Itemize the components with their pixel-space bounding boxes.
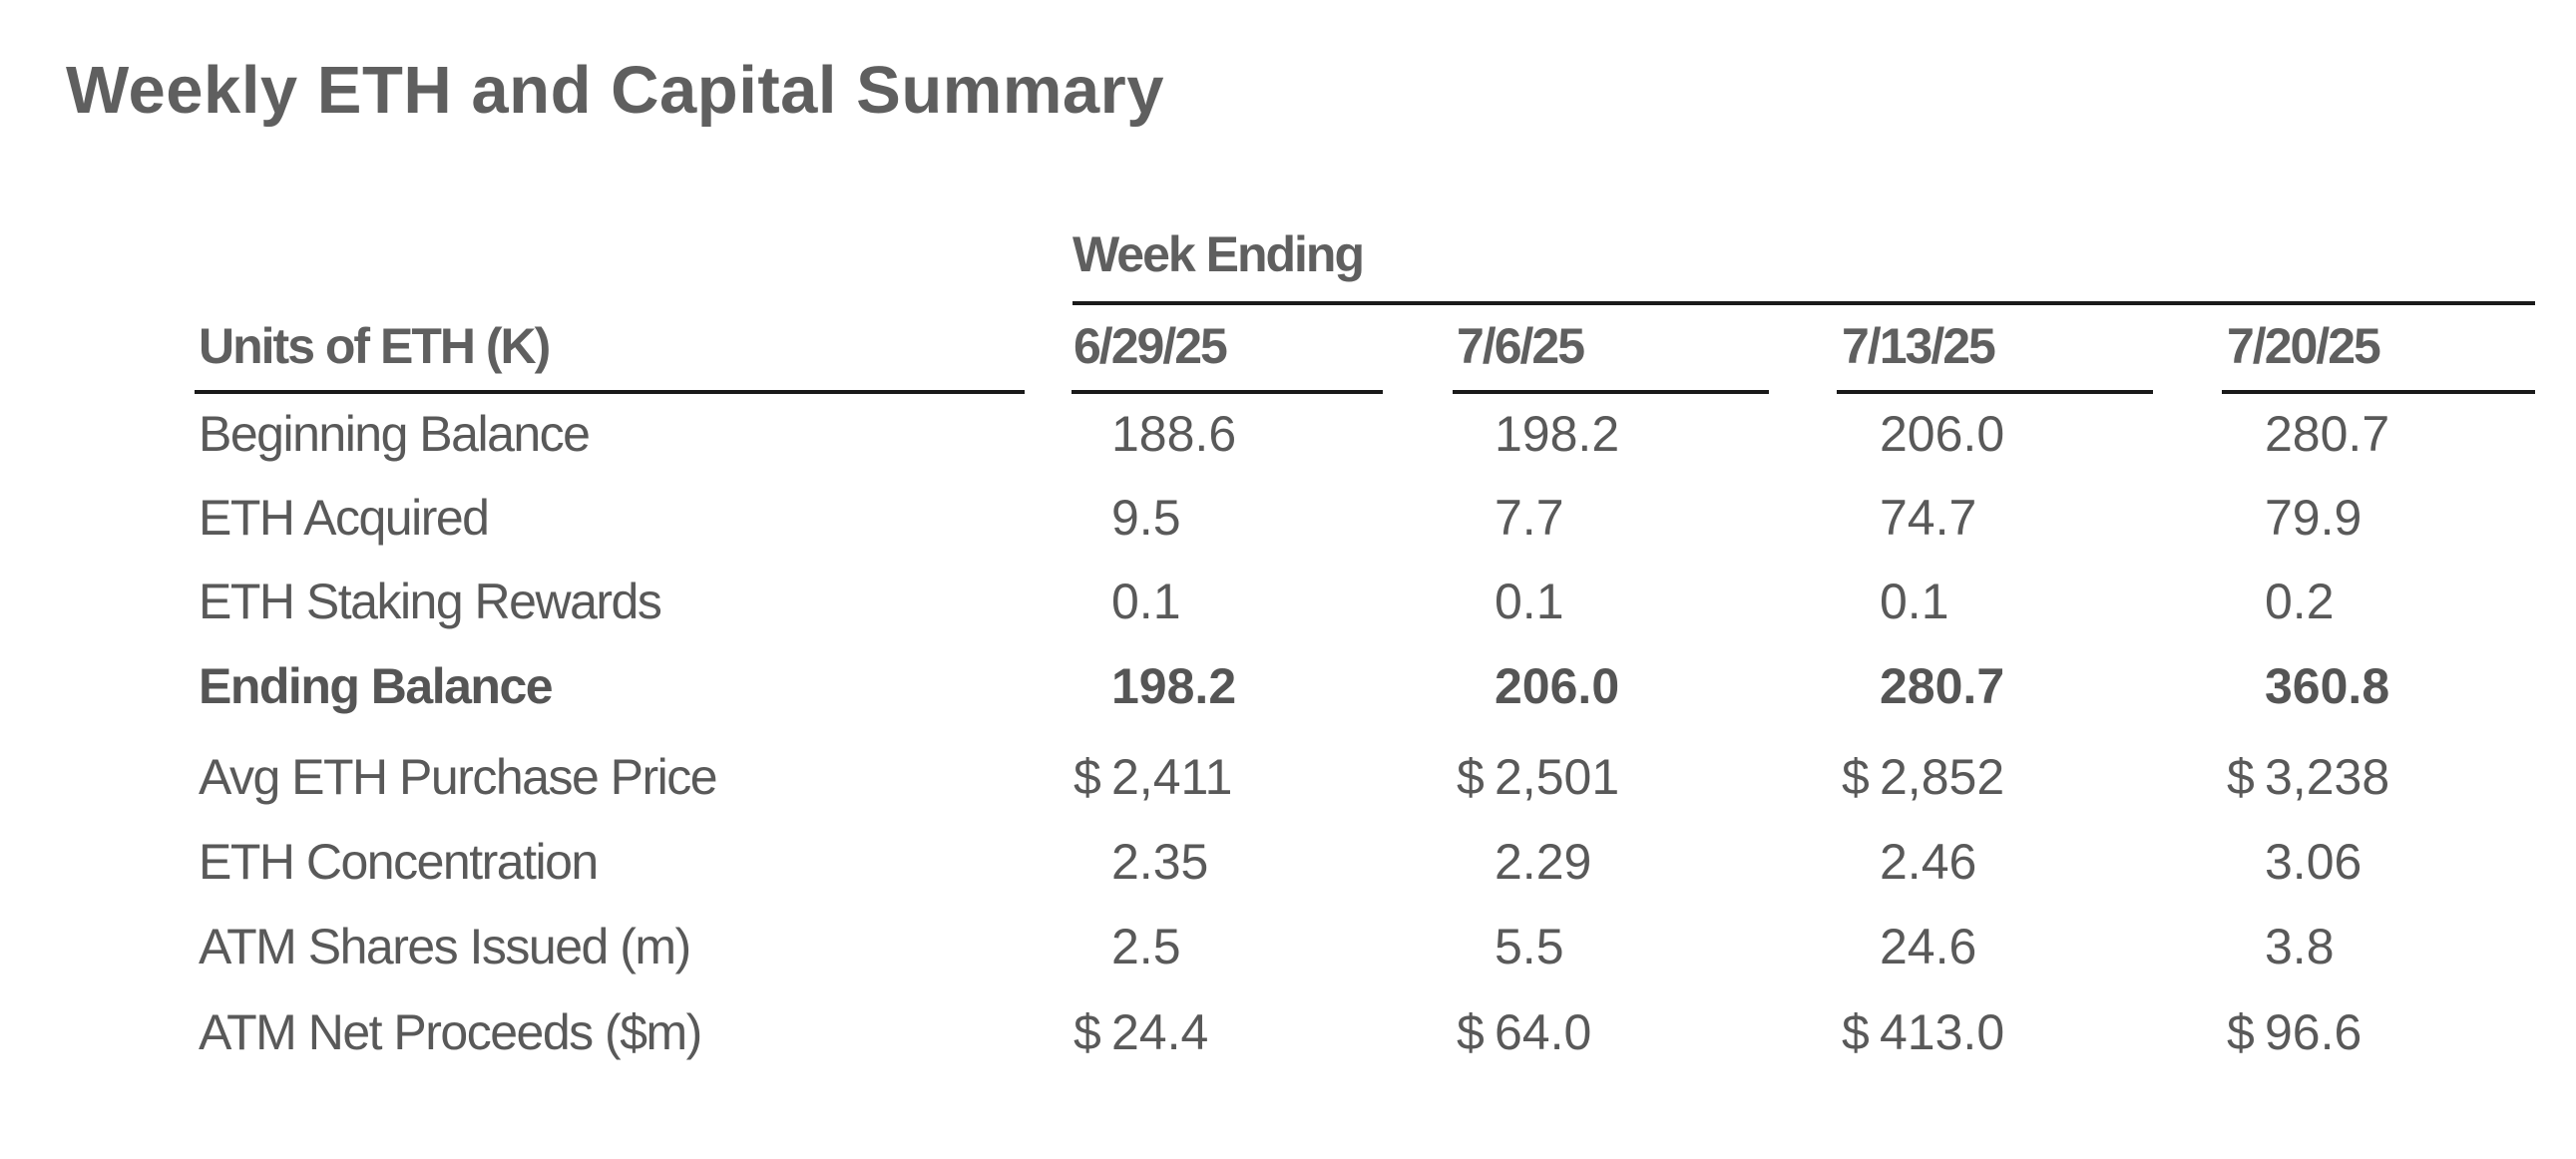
cell-value: 7.7: [1495, 490, 1564, 546]
currency-symbol: $: [1842, 1004, 1870, 1060]
cell-value: 2.35: [1111, 834, 1209, 890]
table-cell: 0.2: [2227, 573, 2335, 630]
table-cell: 7.7: [1457, 489, 1564, 547]
table-cell: 3.8: [2227, 918, 2335, 975]
column-1-header-rule: [1072, 390, 1383, 394]
row-label: Avg ETH Purchase Price: [199, 749, 718, 805]
table-cell: 2.46: [1842, 833, 1976, 891]
table-cell: 2.5: [1073, 918, 1181, 975]
cell-value: 188.6: [1111, 406, 1237, 462]
cell-value: 3.8: [2265, 919, 2335, 974]
currency-symbol: $: [1073, 749, 1101, 805]
cell-value: 413.0: [1880, 1004, 2005, 1060]
column-header-1: 6/29/25: [1073, 318, 1228, 374]
table-cell: 0.1: [1073, 573, 1181, 630]
table-cell: $3,238: [2227, 748, 2389, 806]
table-cell: 198.2: [1457, 405, 1619, 463]
cell-value: 0.1: [1880, 574, 1949, 629]
row-header-label: Units of ETH (K): [199, 318, 551, 374]
cell-value: 198.2: [1495, 406, 1620, 462]
table-cell: 0.1: [1842, 573, 1949, 630]
cell-value: 0.1: [1111, 574, 1181, 629]
cell-value: 79.9: [2265, 490, 2362, 546]
cell-value: 2.46: [1880, 834, 1977, 890]
currency-symbol: $: [2227, 749, 2255, 805]
table-cell: $64.0: [1457, 1003, 1591, 1061]
cell-value: 3,238: [2265, 749, 2390, 805]
cell-value: 5.5: [1495, 919, 1564, 974]
table-cell: 3.06: [2227, 833, 2361, 891]
table-cell: 360.8: [2227, 657, 2389, 715]
table-cell: 280.7: [1842, 657, 2004, 715]
table-cell: $2,852: [1842, 748, 2004, 806]
page-title: Weekly ETH and Capital Summary: [66, 53, 1165, 128]
table-cell: 9.5: [1073, 489, 1181, 547]
table-cell: 2.35: [1073, 833, 1208, 891]
cell-value: 198.2: [1111, 658, 1237, 714]
table-cell: 198.2: [1073, 657, 1236, 715]
cell-value: 2.5: [1111, 919, 1181, 974]
table-cell: 206.0: [1842, 405, 2004, 463]
table-cell: 0.1: [1457, 573, 1564, 630]
cell-value: 9.5: [1111, 490, 1181, 546]
table-cell: 280.7: [2227, 405, 2389, 463]
table-cell: $24.4: [1073, 1003, 1208, 1061]
table-cell: 24.6: [1842, 918, 1976, 975]
table-cell: $413.0: [1842, 1003, 2004, 1061]
column-2-header-rule: [1453, 390, 1769, 394]
table-cell: 79.9: [2227, 489, 2361, 547]
cell-value: 280.7: [2265, 406, 2390, 462]
cell-value: 24.4: [1111, 1004, 1209, 1060]
cell-value: 206.0: [1495, 658, 1620, 714]
row-label: ETH Staking Rewards: [199, 574, 662, 629]
cell-value: 206.0: [1880, 406, 2005, 462]
table-cell: $2,501: [1457, 748, 1619, 806]
cell-value: 360.8: [2265, 658, 2390, 714]
table-cell: 74.7: [1842, 489, 1976, 547]
row-label: ATM Shares Issued (m): [199, 919, 691, 974]
table-cell: $2,411: [1073, 748, 1232, 806]
row-label: Ending Balance: [199, 658, 554, 714]
cell-value: 96.6: [2265, 1004, 2362, 1060]
cell-value: 64.0: [1495, 1004, 1592, 1060]
column-header-4: 7/20/25: [2227, 318, 2381, 374]
table-cell: $96.6: [2227, 1003, 2361, 1061]
column-header-3: 7/13/25: [1842, 318, 1996, 374]
cell-value: 0.1: [1495, 574, 1564, 629]
table-cell: 2.29: [1457, 833, 1591, 891]
row-label: ETH Concentration: [199, 834, 599, 890]
column-4-header-rule: [2222, 390, 2535, 394]
cell-value: 2,852: [1880, 749, 2005, 805]
table-cell: 5.5: [1457, 918, 1564, 975]
cell-value: 0.2: [2265, 574, 2335, 629]
week-ending-header: Week Ending: [1073, 226, 1365, 282]
row-label: ATM Net Proceeds ($m): [199, 1004, 702, 1060]
currency-symbol: $: [2227, 1004, 2255, 1060]
currency-symbol: $: [1842, 749, 1870, 805]
cell-value: 2,501: [1495, 749, 1620, 805]
cell-value: 2,411: [1111, 749, 1233, 805]
table-cell: 188.6: [1073, 405, 1236, 463]
label-header-rule: [195, 390, 1025, 394]
cell-value: 3.06: [2265, 834, 2362, 890]
cell-value: 74.7: [1880, 490, 1977, 546]
week-ending-rule: [1073, 301, 2535, 305]
cell-value: 280.7: [1880, 658, 2005, 714]
currency-symbol: $: [1457, 1004, 1485, 1060]
column-header-2: 7/6/25: [1457, 318, 1585, 374]
row-label: Beginning Balance: [199, 406, 591, 462]
table-cell: 206.0: [1457, 657, 1619, 715]
currency-symbol: $: [1073, 1004, 1101, 1060]
currency-symbol: $: [1457, 749, 1485, 805]
column-3-header-rule: [1837, 390, 2153, 394]
row-label: ETH Acquired: [199, 490, 490, 546]
cell-value: 2.29: [1495, 834, 1592, 890]
cell-value: 24.6: [1880, 919, 1977, 974]
